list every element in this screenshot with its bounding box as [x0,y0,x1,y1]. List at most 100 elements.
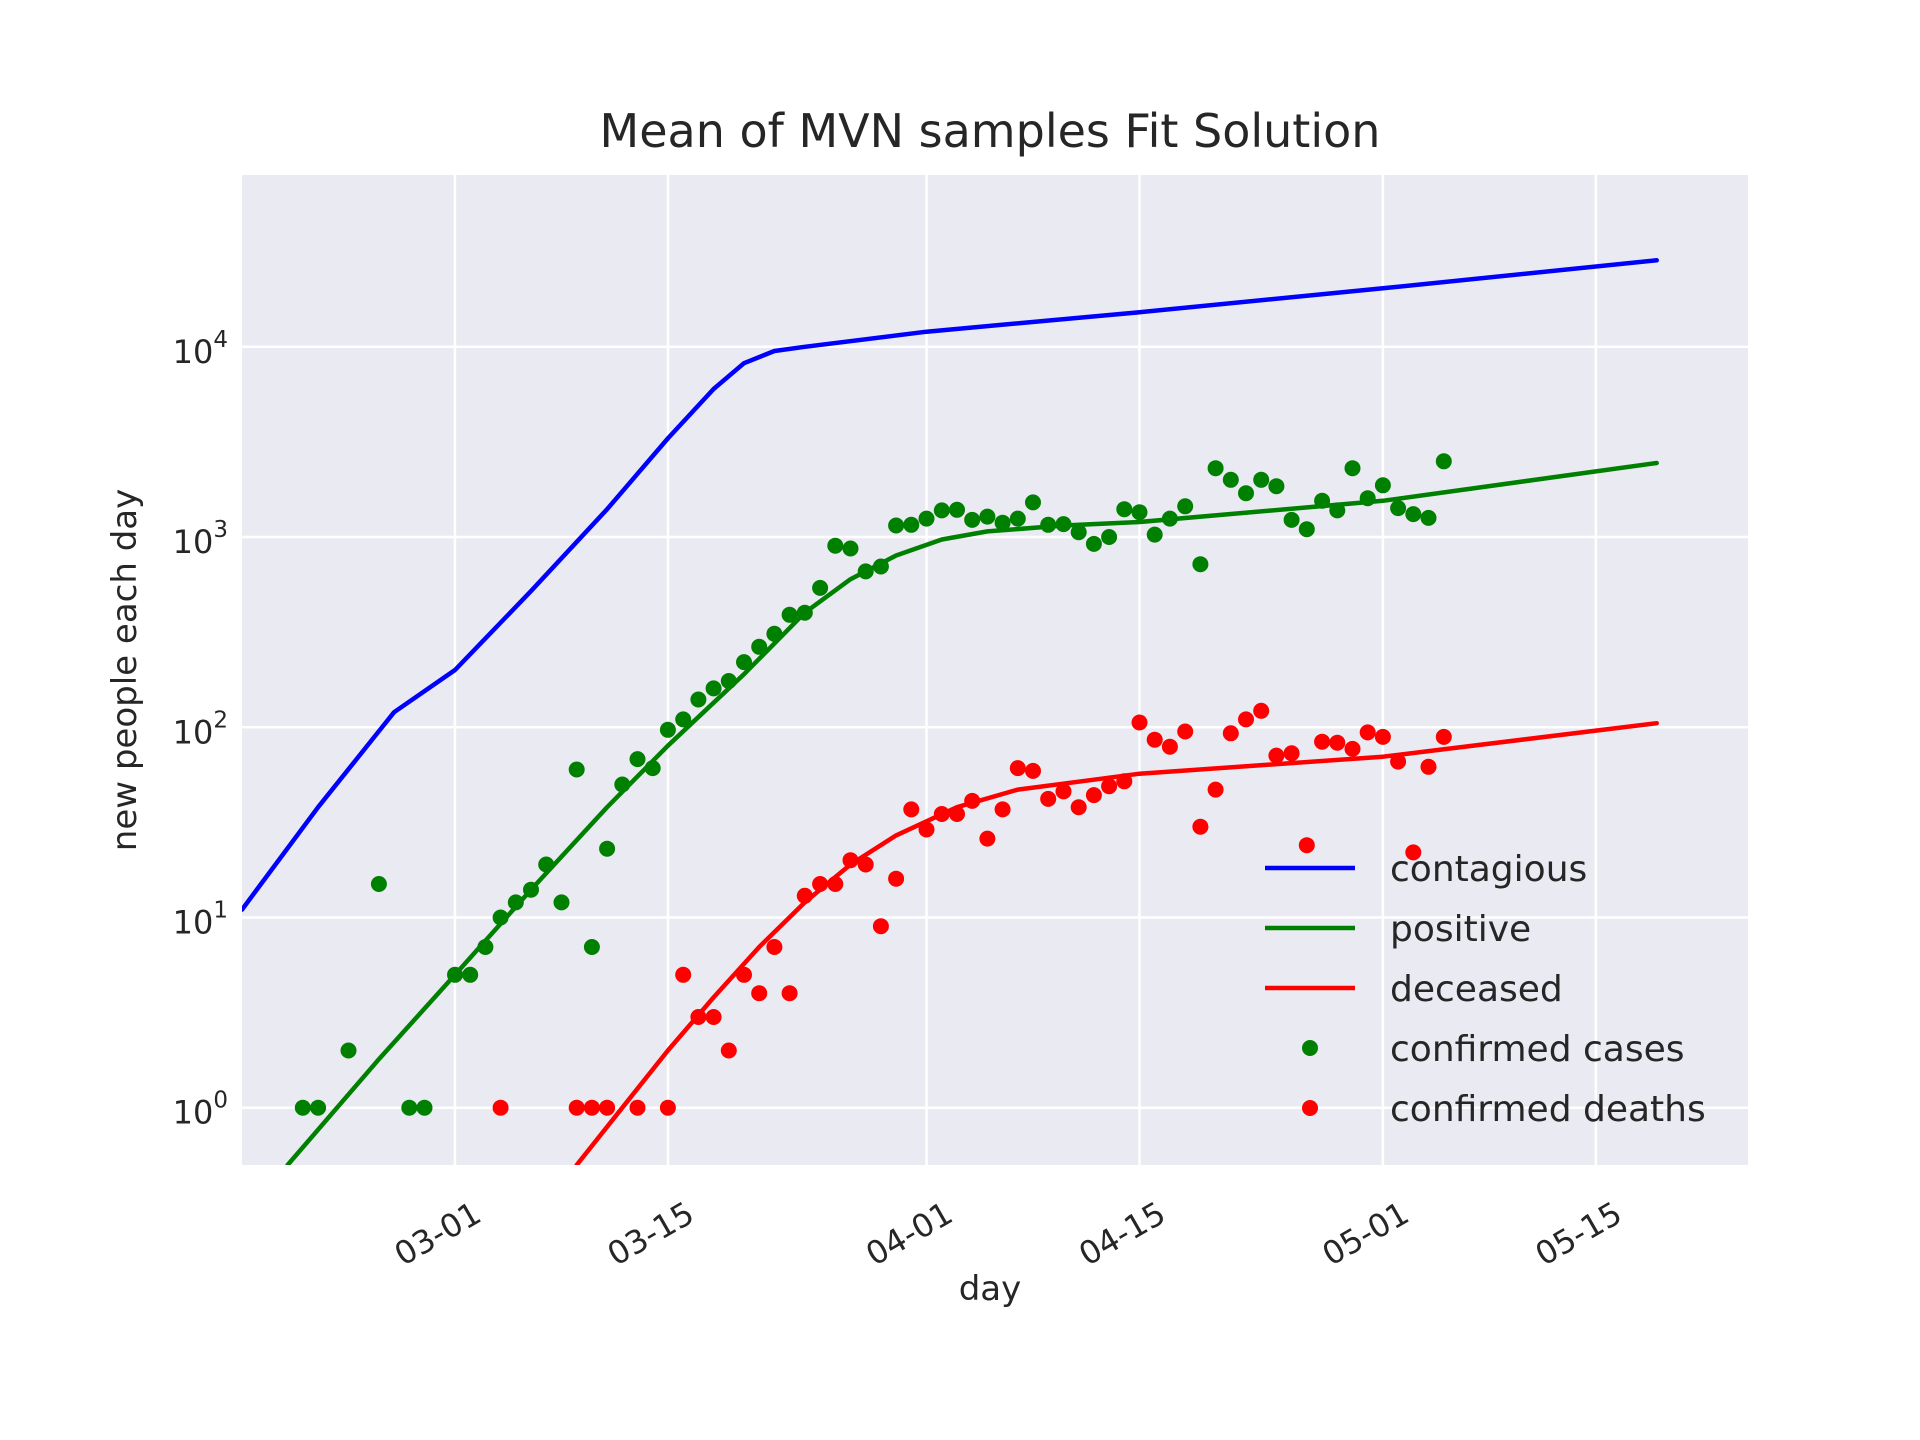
data-point-confirmed-cases [827,537,844,554]
legend: contagious positive deceased confirmed case… [1265,849,1706,1130]
data-point-confirmed-deaths [766,939,783,955]
data-point-confirmed-deaths [736,966,752,983]
y-tick-label: 103 [173,517,228,561]
data-point-confirmed-deaths [1161,738,1178,755]
data-point-confirmed-deaths [1238,711,1254,728]
data-point-confirmed-deaths [842,852,859,869]
data-point-confirmed-cases [1131,504,1148,521]
data-point-confirmed-cases [370,876,387,892]
data-point-confirmed-deaths [857,856,874,873]
data-point-confirmed-cases [644,760,661,777]
data-point-confirmed-cases [401,1099,418,1116]
data-point-confirmed-cases [872,558,889,575]
data-points [294,453,1452,1116]
data-point-confirmed-cases [1055,516,1072,533]
data-point-confirmed-cases [1314,492,1331,509]
data-point-confirmed-cases [1161,510,1178,527]
data-point-confirmed-deaths [1435,728,1452,745]
data-point-confirmed-deaths [492,1099,509,1116]
data-point-confirmed-cases [1207,460,1224,477]
data-point-confirmed-deaths [1116,773,1133,790]
data-point-confirmed-deaths [1101,778,1118,795]
data-point-confirmed-deaths [903,801,920,818]
y-axis-label: new people each day [105,489,145,851]
legend-label-confirmed-cases: confirmed cases [1390,1029,1685,1070]
data-point-confirmed-deaths [979,830,996,847]
data-point-confirmed-deaths [1040,790,1057,807]
data-point-confirmed-deaths [888,870,905,887]
chart-title: Mean of MVN samples Fit Solution [600,104,1381,158]
data-point-confirmed-cases [1283,511,1300,528]
data-point-confirmed-cases [812,579,829,596]
data-point-confirmed-deaths [781,985,798,1002]
data-point-confirmed-deaths [1390,753,1407,770]
data-point-confirmed-cases [523,881,539,898]
data-point-confirmed-cases [1405,506,1422,523]
data-point-confirmed-cases [294,1099,311,1116]
data-point-confirmed-cases [583,939,600,955]
data-point-confirmed-deaths [599,1099,616,1116]
fit-lines [242,258,1659,1165]
legend-marker-confirmed-cases [1302,1040,1318,1056]
data-point-confirmed-cases [1253,471,1270,488]
data-point-confirmed-cases [599,840,616,857]
data-point-confirmed-cases [1329,502,1346,519]
data-point-confirmed-deaths [1298,837,1315,854]
data-point-confirmed-cases [1420,509,1437,526]
data-point-confirmed-cases [553,894,570,911]
data-point-confirmed-cases [1146,526,1163,543]
series-line-contagious [242,258,1659,912]
data-point-confirmed-deaths [1253,702,1270,719]
data-point-confirmed-cases [766,625,783,642]
data-point-confirmed-cases [416,1099,433,1116]
series-line-positive [285,460,1659,1165]
data-point-confirmed-cases [1435,453,1452,470]
data-point-confirmed-cases [1222,471,1239,488]
data-point-confirmed-cases [447,966,463,983]
data-point-confirmed-cases [918,510,935,527]
data-point-confirmed-deaths [1314,733,1331,750]
plot-area [242,175,1748,1165]
legend-label-deceased: deceased [1390,969,1563,1010]
data-point-confirmed-deaths [1359,724,1376,741]
data-point-confirmed-cases [507,894,524,911]
data-point-confirmed-cases [1192,556,1209,573]
data-point-confirmed-cases [1238,485,1254,502]
legend-label-positive: positive [1390,909,1531,950]
data-point-confirmed-deaths [1070,799,1087,816]
data-point-confirmed-deaths [568,1099,585,1116]
data-point-confirmed-deaths [583,1099,600,1116]
data-point-confirmed-deaths [1268,747,1285,764]
data-point-confirmed-cases [781,606,798,623]
data-point-confirmed-cases [888,517,905,534]
data-point-confirmed-deaths [1283,745,1300,762]
data-point-confirmed-cases [796,604,813,621]
legend-label-contagious: contagious [1390,849,1587,890]
data-point-confirmed-deaths [720,1042,737,1059]
data-point-confirmed-cases [1116,501,1133,518]
data-point-confirmed-deaths [659,1099,676,1116]
data-point-confirmed-deaths [812,876,829,892]
data-point-confirmed-cases [340,1042,357,1059]
data-point-confirmed-deaths [751,985,768,1002]
data-point-confirmed-cases [568,761,585,778]
data-point-confirmed-deaths [1344,740,1361,757]
data-point-confirmed-deaths [1374,728,1391,745]
y-tick-label: 102 [173,707,228,751]
data-point-confirmed-deaths [964,792,981,809]
data-point-confirmed-cases [1374,477,1391,494]
data-point-confirmed-cases [933,502,950,519]
data-point-confirmed-deaths [1025,762,1041,779]
data-point-confirmed-cases [1009,510,1026,527]
data-point-confirmed-cases [614,776,631,793]
data-point-confirmed-cases [659,721,676,738]
data-point-confirmed-cases [994,514,1011,531]
data-point-confirmed-cases [720,673,737,689]
data-point-confirmed-cases [1390,500,1407,517]
data-point-confirmed-cases [949,501,965,518]
data-point-confirmed-deaths [949,806,965,822]
y-tick-label: 104 [173,327,228,371]
data-point-confirmed-cases [1359,490,1376,507]
x-axis-label: day [959,1269,1022,1309]
data-point-confirmed-deaths [1420,758,1437,775]
